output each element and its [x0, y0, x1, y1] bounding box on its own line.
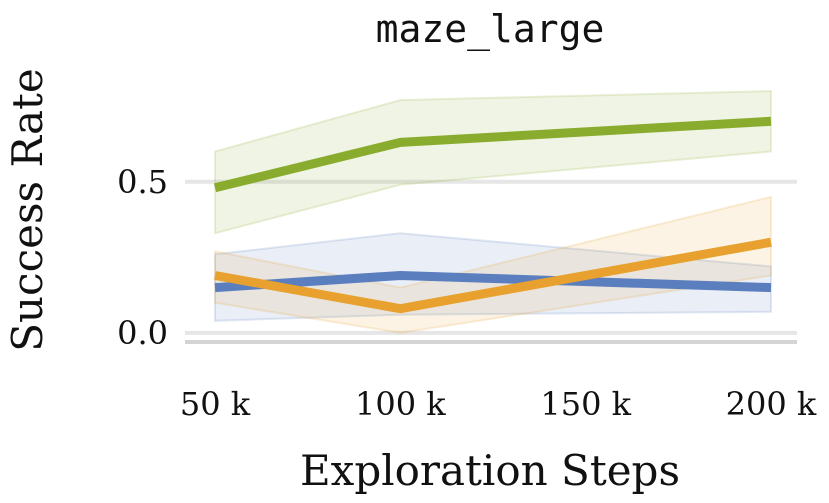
x-tick-label: 200 k	[726, 385, 817, 423]
grid-layer	[185, 179, 797, 335]
y-tick-label: 0.5	[117, 163, 168, 201]
chart-title: maze_large	[376, 7, 605, 52]
y-axis-label: Success Rate	[3, 68, 52, 352]
y-tick-label: 0.0	[117, 314, 168, 352]
x-tick-label: 150 k	[540, 385, 631, 423]
x-tick-label: 50 k	[180, 385, 251, 423]
x-tick-label: 100 k	[355, 385, 446, 423]
series-1-line	[213, 116, 772, 193]
series-3-line	[214, 237, 772, 314]
series-lines	[213, 116, 772, 314]
series-1-band	[214, 89, 772, 235]
x-axis-label: Exploration Steps	[300, 446, 680, 495]
y-tick-labels: 0.0 0.5	[117, 163, 168, 352]
x-tick-labels: 50 k 100 k 150 k 200 k	[180, 385, 817, 423]
